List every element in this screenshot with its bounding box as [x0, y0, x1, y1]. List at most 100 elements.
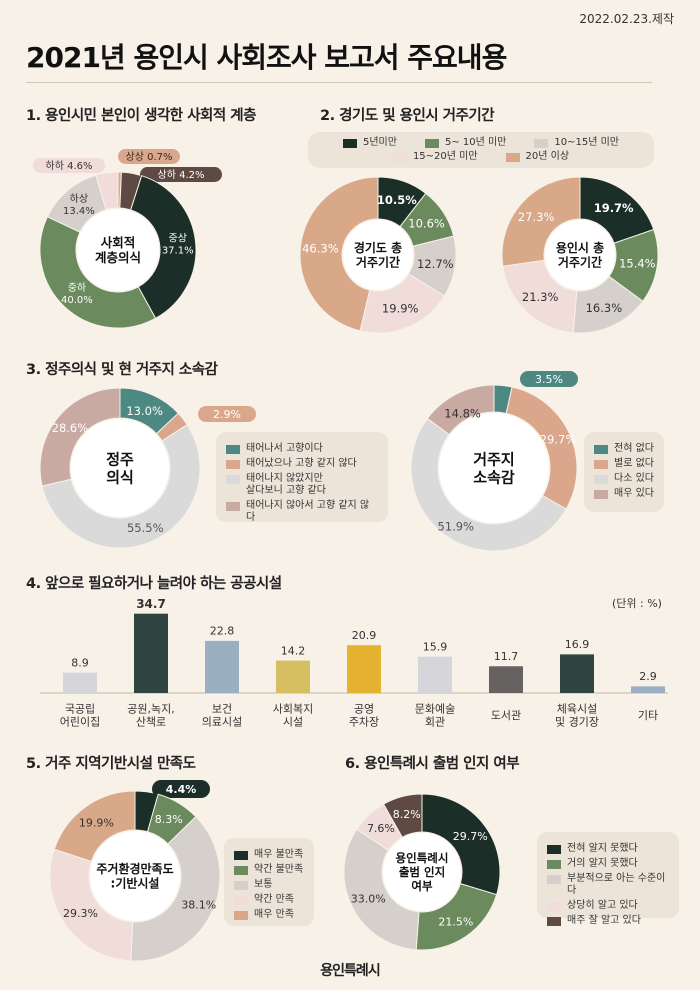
slice-label-special_city_awareness-4: 8.2%: [393, 808, 421, 821]
bar-value-2: 22.8: [210, 625, 235, 638]
lg6-item-0: 전혀 알지 못했다: [547, 843, 669, 855]
section-title-infrastructure: 5. 거주 지역기반시설 만족도: [26, 756, 196, 772]
legend-settlement: 태어나서 고향이다 태어났으나 고향 같지 않다 태어나지 않았지만 살다보니 고향…: [216, 432, 388, 523]
bar-category-2: 보건 의료시설: [202, 702, 242, 728]
slice-social_class-5: [95, 171, 119, 211]
slice-label-yongin_residence-1: 15.4%: [619, 257, 656, 271]
slice-label-special_city_awareness-2: 33.0%: [351, 892, 386, 905]
bar-category-3: 사회복지 시설: [273, 702, 313, 728]
slice-special_city_awareness-4: [382, 793, 423, 838]
legend-label: 부분적으로 아는 수준이다: [567, 873, 666, 896]
slice-infrastructure_satisfaction-2: [130, 815, 221, 962]
bar-value-8: 2.9: [639, 670, 657, 683]
bar-category-0: 국공립 어린이집: [60, 702, 100, 728]
slice-label-special_city_awareness-1: 21.5%: [438, 915, 473, 928]
legend-swatch: [234, 911, 248, 920]
slice-label-social_class-3: 중하 40.0%: [61, 281, 93, 306]
badge-belonging-0: [520, 371, 578, 387]
bar-category-4: 공영 주차장: [349, 702, 379, 728]
bar-5: [418, 656, 452, 693]
legend-label: 약간 불만족: [254, 864, 304, 875]
legend-swatch: [226, 445, 240, 454]
legend-label: 다소 있다: [614, 473, 654, 484]
lg6-item-1: 거의 알지 못했다: [547, 858, 669, 870]
donut-center-yongin_residence: [545, 220, 615, 290]
slice-label-belonging-2: 51.9%: [437, 520, 474, 534]
footer-logo: 용인특례시: [320, 963, 380, 979]
legend-swatch: [505, 153, 520, 162]
slice-yongin_residence-4: [501, 176, 581, 267]
donut-center-label-settlement: 정주 의식: [106, 450, 134, 486]
slice-label-infrastructure_satisfaction-4: 19.9%: [79, 816, 114, 829]
legend-label: 20년 이상: [525, 151, 570, 162]
badge-infrastructure_satisfaction-0: [152, 780, 210, 798]
bar-chart-unit: (단위 : %): [612, 597, 662, 610]
slice-label-infrastructure_satisfaction-1: 8.3%: [155, 813, 183, 826]
slice-special_city_awareness-2: [343, 828, 420, 951]
lg3a-item-2: 태어나지 않았지만 살다보니 고향 같다: [226, 473, 378, 497]
donut-center-gyeonggi_residence: [343, 220, 413, 290]
donut-center-label-infrastructure_satisfaction: 주거환경만족도:기반시설: [96, 861, 173, 890]
slice-social_class-3: [39, 216, 157, 329]
slice-label-gyeonggi_residence-2: 12.7%: [417, 257, 454, 271]
legend-swatch: [392, 153, 407, 162]
page-title: 2021년 용인시 사회조사 보고서 주요내용: [26, 41, 507, 74]
bar-value-4: 20.9: [352, 629, 377, 642]
legend-label: 약간 만족: [254, 894, 294, 905]
legend-swatch: [547, 845, 561, 854]
legend-swatch: [547, 860, 561, 869]
donut-center-belonging: [439, 413, 549, 523]
bar-4: [347, 645, 381, 693]
donut-center-label-social_class: 사회적 계층의식: [95, 235, 141, 265]
legend-swatch: [226, 460, 240, 469]
bar-0: [63, 672, 97, 693]
bar-value-5: 15.9: [423, 641, 448, 654]
slice-gyeonggi_residence-4: [299, 176, 379, 332]
legend-swatch: [594, 490, 608, 499]
slice-label-gyeonggi_residence-3: 19.9%: [382, 302, 419, 316]
bar-2: [205, 640, 239, 693]
legend-label: 태어나서 고향이다: [246, 443, 323, 454]
legend-label: 10~15년 미만: [554, 137, 619, 148]
slice-label-settlement-3: 28.6%: [52, 421, 89, 435]
legend-belonging: 전혀 없다 별로 없다 다소 있다 매우 있다: [584, 432, 664, 512]
legend-label: 전혀 알지 못했다: [567, 843, 638, 854]
slice-label-infrastructure_satisfaction-3: 29.3%: [63, 907, 98, 920]
legend-label: 매우 불만족: [254, 849, 304, 860]
lg5-item-1: 약간 불만족: [234, 864, 304, 876]
lg2-item-1: 5~ 10년 미만: [424, 137, 507, 149]
badge-label-settlement-1: 2.9%: [213, 408, 241, 421]
badge-social_class-0: [118, 149, 180, 164]
legend-label: 보통: [254, 879, 273, 890]
lg2-item-2: 10~15년 미만: [534, 137, 619, 149]
slice-settlement-2: [41, 424, 201, 549]
lg3b-item-3: 매우 있다: [594, 488, 654, 500]
slice-infrastructure_satisfaction-3: [49, 848, 134, 962]
slice-label-special_city_awareness-3: 7.6%: [367, 822, 395, 835]
lg5-item-2: 보통: [234, 879, 304, 891]
legend-swatch: [234, 896, 248, 905]
slice-label-yongin_residence-0: 19.7%: [594, 201, 634, 215]
bar-8: [631, 686, 665, 693]
legend-swatch: [547, 875, 561, 884]
badge-settlement-1: [198, 406, 256, 422]
slice-label-gyeonggi_residence-0: 10.5%: [377, 193, 417, 207]
badge-label-social_class-1: 상하 4.2%: [158, 168, 205, 181]
legend-swatch: [594, 460, 608, 469]
lg2-item-3: 15~20년 미만: [392, 151, 478, 163]
slice-label-yongin_residence-4: 27.3%: [518, 210, 555, 224]
legend-swatch: [226, 475, 240, 484]
section-title-social-class: 1. 용인시민 본인이 생각한 사회적 계층: [26, 108, 256, 124]
legend-label: 5~ 10년 미만: [444, 137, 507, 148]
lg3a-item-0: 태어나서 고향이다: [226, 443, 378, 455]
section-title-residence-period: 2. 경기도 및 용인시 거주기간: [320, 108, 495, 124]
badge-label-belonging-0: 3.5%: [535, 373, 563, 386]
badge-label-infrastructure_satisfaction-0: 4.4%: [166, 783, 197, 796]
title-divider: [26, 82, 652, 83]
slice-special_city_awareness-0: [421, 793, 501, 896]
legend-infrastructure: 매우 불만족 약간 불만족 보통 약간 만족 매우 만족: [224, 838, 314, 926]
slice-yongin_residence-0: [579, 176, 655, 244]
donut-center-label-gyeonggi_residence: 경기도 총 거주기간: [354, 240, 402, 269]
lg3b-item-1: 별로 없다: [594, 458, 654, 470]
badge-label-social_class-5: 하하 4.6%: [46, 159, 93, 172]
